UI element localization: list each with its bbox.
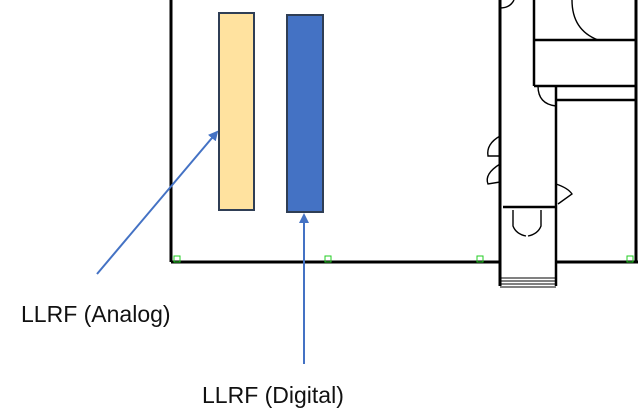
door-swings (486, 0, 599, 237)
analog-label: LLRF (Analog) (21, 301, 171, 327)
analog-callout-arrow (96, 130, 219, 275)
room-walls (169, 0, 638, 286)
digital-rack (286, 14, 324, 213)
entry-steps (500, 277, 556, 288)
analog-rack (218, 12, 255, 211)
floor-markers (173, 255, 634, 263)
corridor-walls (503, 0, 636, 286)
digital-label: LLRF (Digital) (202, 382, 344, 408)
